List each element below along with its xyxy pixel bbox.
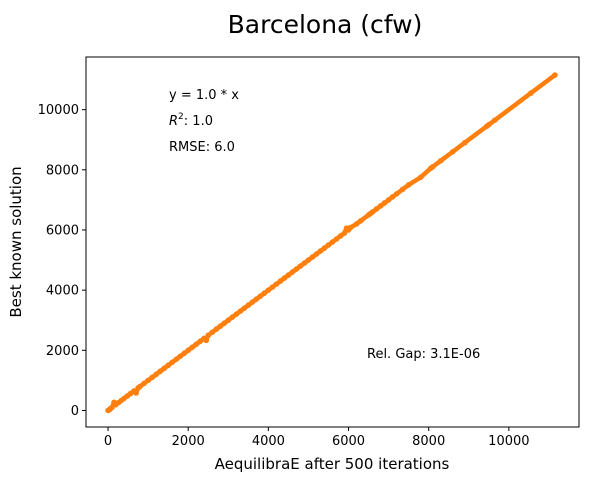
data-point <box>193 341 200 348</box>
data-point <box>377 203 384 209</box>
data-point <box>285 272 292 278</box>
x-tick-label: 0 <box>104 434 112 449</box>
data-point <box>492 117 498 123</box>
data-point <box>145 377 151 384</box>
data-point <box>333 236 340 242</box>
data-point <box>389 194 396 200</box>
x-axis-label: AequilibraE after 500 iterations <box>215 455 450 473</box>
y-tick-label: 10000 <box>38 103 79 118</box>
data-point <box>353 221 360 227</box>
data-point <box>437 157 444 164</box>
data-point <box>486 121 492 128</box>
data-point <box>217 323 224 330</box>
data-point <box>317 248 324 254</box>
data-point <box>225 317 232 324</box>
data-point <box>393 191 400 197</box>
y-tick-label: 6000 <box>46 223 79 238</box>
data-point <box>381 200 388 206</box>
data-point <box>385 197 392 203</box>
data-point <box>357 218 364 224</box>
data-point <box>237 308 244 314</box>
data-point <box>253 296 260 302</box>
data-point <box>161 365 167 372</box>
data-point <box>265 287 272 293</box>
data-point <box>329 239 336 245</box>
data-point <box>181 350 187 357</box>
data-point <box>205 332 212 339</box>
data-point <box>189 344 196 351</box>
data-point <box>133 390 139 396</box>
x-tick-label: 2000 <box>172 434 205 449</box>
data-point <box>337 233 344 239</box>
data-point <box>269 284 276 290</box>
data-point <box>185 347 192 354</box>
y-tick-label: 4000 <box>46 284 79 299</box>
chart-title: Barcelona (cfw) <box>228 10 423 39</box>
fit-equation: y = 1.0 * x <box>169 88 239 103</box>
data-point <box>169 359 175 366</box>
data-point <box>177 353 183 360</box>
data-point <box>417 174 424 181</box>
data-point <box>347 224 354 231</box>
data-point <box>213 326 220 333</box>
axis-ticks: 0 2000 4000 6000 8000 10000 0 2000 4000 6000 8000 1… <box>38 103 530 449</box>
data-point <box>221 320 228 327</box>
data-point <box>429 163 436 170</box>
x-tick-label: 4000 <box>252 434 285 449</box>
data-point <box>203 337 210 344</box>
data-point <box>305 257 312 263</box>
data-point <box>309 254 316 260</box>
data-point <box>241 305 248 311</box>
plot-frame <box>85 56 580 428</box>
data-point <box>373 206 380 212</box>
rmse-value: RMSE: 6.0 <box>169 140 235 155</box>
data-point <box>399 186 406 193</box>
data-point <box>261 290 268 296</box>
data-point <box>293 266 300 272</box>
data-point <box>165 362 171 369</box>
data-point <box>233 311 240 317</box>
data-point <box>449 148 456 155</box>
y-tick-label: 2000 <box>46 344 79 359</box>
data-point <box>289 269 296 275</box>
data-point <box>245 302 252 308</box>
x-tick-label: 6000 <box>332 434 365 449</box>
data-point <box>405 182 412 188</box>
data-point <box>552 72 558 78</box>
y-tick-label: 0 <box>71 404 79 419</box>
y-axis-label: Best known solution <box>7 166 25 317</box>
data-point <box>301 260 308 266</box>
data-point <box>141 380 147 387</box>
data-point <box>528 90 534 96</box>
data-point <box>209 329 216 336</box>
data-point <box>157 368 163 375</box>
r-squared: R2: 1.0 <box>169 112 213 129</box>
x-tick-label: 8000 <box>412 434 445 449</box>
x-tick-label: 10000 <box>488 434 529 449</box>
data-point <box>277 278 284 284</box>
data-point <box>341 230 348 236</box>
data-point <box>325 242 332 248</box>
data-point <box>369 209 376 215</box>
data-point <box>149 374 155 381</box>
data-point <box>313 251 320 257</box>
data-point <box>173 356 179 363</box>
y-tick-label: 8000 <box>46 163 79 178</box>
data-point <box>273 281 280 287</box>
data-point <box>461 139 468 146</box>
data-point <box>249 299 256 305</box>
data-point <box>257 293 264 299</box>
data-point <box>297 263 304 269</box>
data-point <box>281 275 288 281</box>
data-point <box>321 245 328 251</box>
data-point <box>229 314 236 321</box>
data-point <box>153 371 159 378</box>
rel-gap-value: Rel. Gap: 3.1E-06 <box>367 347 480 362</box>
series-layer <box>105 72 558 414</box>
data-point <box>197 338 204 345</box>
data-point <box>137 383 143 390</box>
